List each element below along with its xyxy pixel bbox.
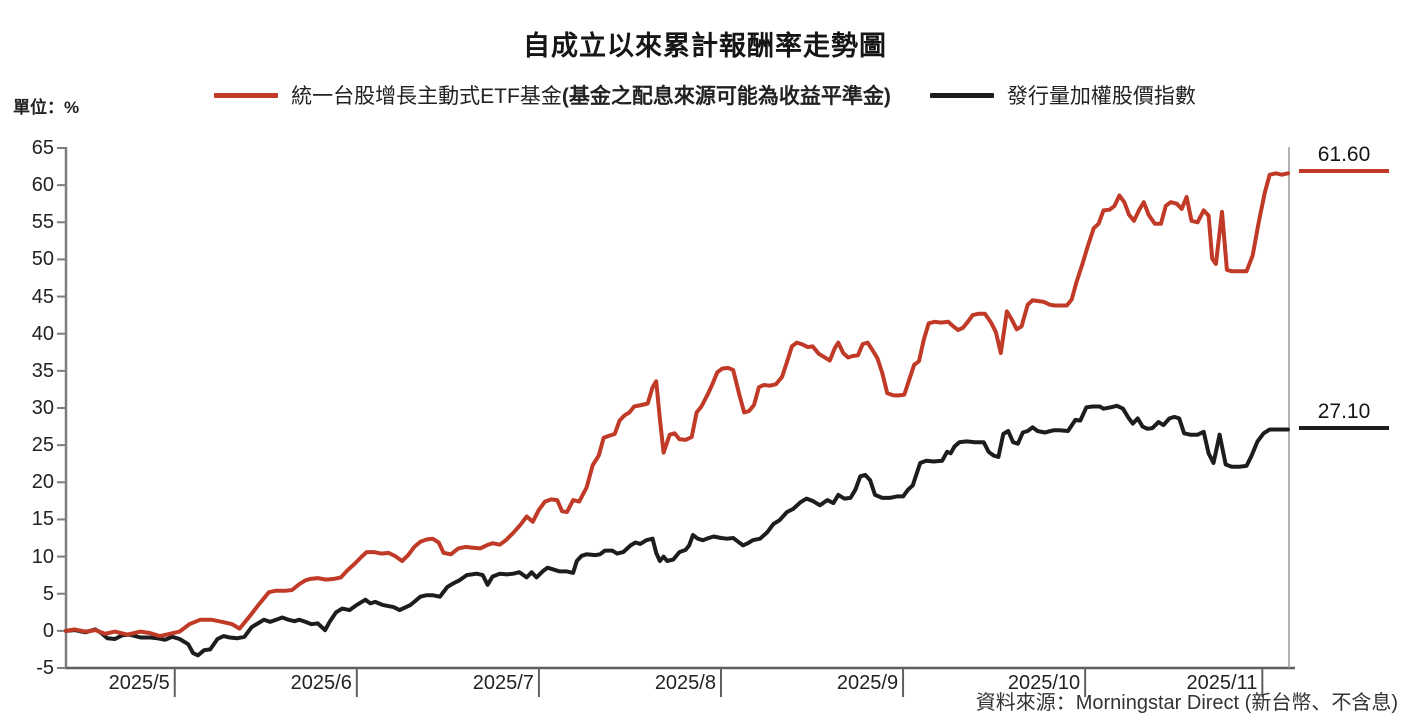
y-axis-label: 0 xyxy=(42,619,54,642)
y-axis-label: 65 xyxy=(31,137,54,159)
legend-label-index: 發行量加權股價指數 xyxy=(1007,80,1196,110)
y-axis-label: 50 xyxy=(31,248,54,271)
fund-end-value-label: 61.60 xyxy=(1299,142,1389,174)
x-axis-label: 2025/8 xyxy=(654,672,716,694)
y-axis-label: 45 xyxy=(31,285,54,308)
y-axis-label: 15 xyxy=(31,508,54,531)
legend-label-fund: 統一台股增長主動式ETF基金(基金之配息來源可能為收益平準金) xyxy=(291,80,891,110)
legend-label-index-main: 發行量加權股價指數 xyxy=(1006,85,1196,108)
y-axis-label: 5 xyxy=(42,582,54,605)
x-axis-label: 2025/7 xyxy=(472,672,534,694)
index-end-value-label: 27.10 xyxy=(1299,399,1389,430)
y-axis-label: 30 xyxy=(31,397,54,419)
x-axis-label: 2025/6 xyxy=(290,672,352,694)
x-axis-label: 2025/9 xyxy=(836,672,899,694)
legend-label-fund-main: 統一台股增長主動式ETF基金 xyxy=(291,85,562,108)
legend-item-fund: 統一台股增長主動式ETF基金(基金之配息來源可能為收益平準金) xyxy=(214,80,891,110)
y-axis-label: 60 xyxy=(31,174,54,197)
y-axis-label: 35 xyxy=(31,359,54,382)
y-axis-label: 20 xyxy=(31,471,54,494)
legend-item-index: 發行量加權股價指數 xyxy=(929,80,1196,110)
fund-line-swatch xyxy=(214,92,279,98)
y-axis-label: 40 xyxy=(31,322,54,345)
chart-title: 自成立以來累計報酬率走勢圖 xyxy=(523,31,887,61)
series-line-fund xyxy=(64,171,1290,639)
y-axis-label: 10 xyxy=(31,545,54,568)
x-axis-label: 2025/11 xyxy=(1186,672,1258,694)
source-note: 資料來源：Morningstar Direct (新台幣、不含息) xyxy=(975,692,1398,714)
y-axis-unit-label: 單位：% xyxy=(13,98,80,117)
y-axis-label: -5 xyxy=(36,657,54,679)
legend: 統一台股增長主動式ETF基金(基金之配息來源可能為收益平準金) 發行量加權股價指… xyxy=(0,80,1410,110)
x-axis-label: 2025/10 xyxy=(1007,672,1081,694)
series-line-index xyxy=(64,403,1290,658)
x-axis-label: 2025/5 xyxy=(108,672,170,694)
index-line-swatch xyxy=(929,92,994,98)
y-axis-label: 25 xyxy=(31,434,54,457)
y-axis-label: 55 xyxy=(31,211,54,234)
legend-label-fund-note: (基金之配息來源可能為收益平準金) xyxy=(561,85,891,108)
